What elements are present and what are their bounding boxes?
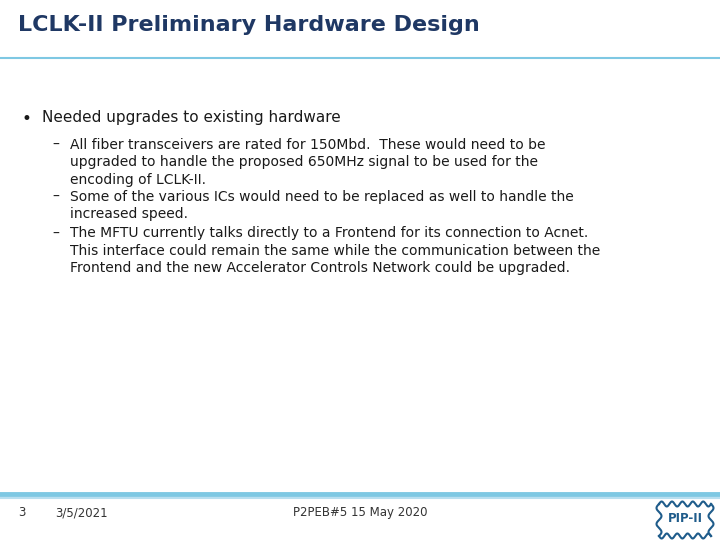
Text: •: •: [22, 110, 32, 128]
Text: –: –: [52, 226, 59, 240]
Text: P2PEB#5 15 May 2020: P2PEB#5 15 May 2020: [293, 506, 427, 519]
Text: PIP-II: PIP-II: [667, 511, 703, 524]
Text: Needed upgrades to existing hardware: Needed upgrades to existing hardware: [42, 110, 341, 125]
Text: –: –: [52, 190, 59, 204]
Text: All fiber transceivers are rated for 150Mbd.  These would need to be
upgraded to: All fiber transceivers are rated for 150…: [70, 138, 546, 187]
Text: 3: 3: [18, 506, 25, 519]
Text: Some of the various ICs would need to be replaced as well to handle the
increase: Some of the various ICs would need to be…: [70, 190, 574, 221]
Bar: [661, 506, 709, 534]
Text: 3/5/2021: 3/5/2021: [55, 506, 107, 519]
Text: The MFTU currently talks directly to a Frontend for its connection to Acnet.
Thi: The MFTU currently talks directly to a F…: [70, 226, 600, 275]
Text: –: –: [52, 138, 59, 152]
Text: LCLK-II Preliminary Hardware Design: LCLK-II Preliminary Hardware Design: [18, 15, 480, 35]
